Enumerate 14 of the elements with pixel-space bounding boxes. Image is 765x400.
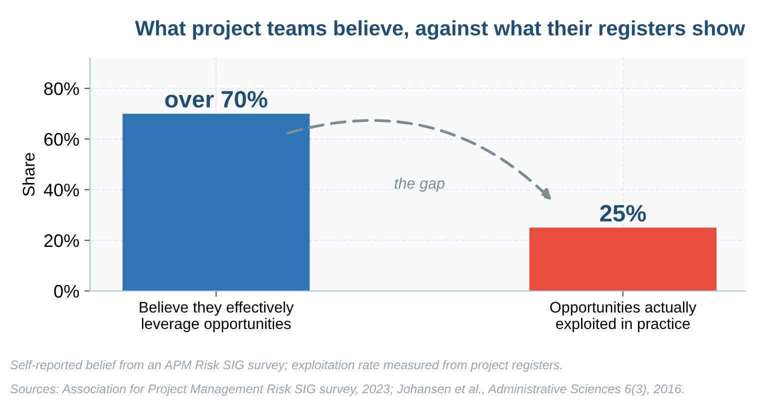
text: Self-reported belief from an APM Risk SIG survey; exploitation rate measured from project registers. bbox=[10, 360, 562, 372]
source-note: Sources: Association for Project Management Risk SIG survey, 2023; Johansen et al., Administrative Sciences 6(3), 2016. bbox=[10, 384, 684, 396]
y-tick-label: 60% bbox=[44, 132, 79, 146]
x-tick-label: Believe they effectively leverage opportunities bbox=[140, 301, 294, 332]
data-label: over 70% bbox=[165, 90, 268, 108]
y-tick-label: 40% bbox=[44, 184, 79, 196]
y-tick-label: 0% bbox=[54, 284, 79, 298]
y-axis-title: Share bbox=[22, 153, 35, 196]
chart-title: What project teams believe, against what their registers show bbox=[134, 20, 746, 40]
x-tick-label: Opportunities actually exploited in practice bbox=[550, 301, 696, 332]
y-tick-label: 20% bbox=[44, 234, 79, 248]
annotation: the gap bbox=[394, 178, 445, 192]
data-label: 25% bbox=[600, 204, 646, 222]
y-tick-label: 80% bbox=[44, 82, 79, 96]
